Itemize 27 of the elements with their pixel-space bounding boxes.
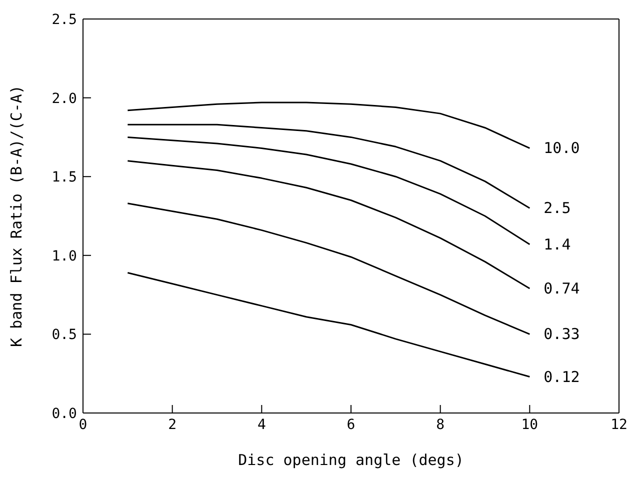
y-tick-label: 0.5 <box>52 327 77 344</box>
x-tick-label: 12 <box>610 416 628 433</box>
x-tick-label: 4 <box>257 416 266 433</box>
line-series <box>126 202 530 335</box>
x-tick-label: 10 <box>521 416 538 433</box>
y-tick-label: 1.0 <box>52 248 77 264</box>
series-label: 0.33 <box>544 325 580 344</box>
y-tick-label: 2.5 <box>52 12 77 28</box>
line-series <box>126 102 530 149</box>
series-label: 10.0 <box>544 139 580 158</box>
series-label: 0.12 <box>544 368 580 386</box>
series-label: 2.5 <box>544 199 571 218</box>
line-series <box>126 136 530 246</box>
x-tick-label: 8 <box>436 416 445 433</box>
y-tick-label: 0.0 <box>52 406 77 422</box>
x-axis-title: Disc opening angle (degs) <box>238 451 464 469</box>
y-tick-label: 2.0 <box>52 90 77 107</box>
y-tick-label: 1.5 <box>52 170 77 186</box>
series-label: 1.4 <box>544 235 571 254</box>
x-tick-label: 0 <box>78 416 88 433</box>
x-tick-label: 6 <box>346 416 356 433</box>
series-label: 0.74 <box>544 279 580 298</box>
line-series <box>126 272 530 378</box>
y-axis-title: K band Flux Ratio (B-A)/(C-A) <box>7 85 26 347</box>
x-tick-label: 2 <box>168 416 177 433</box>
line-series <box>126 160 530 290</box>
line-series <box>126 124 530 209</box>
